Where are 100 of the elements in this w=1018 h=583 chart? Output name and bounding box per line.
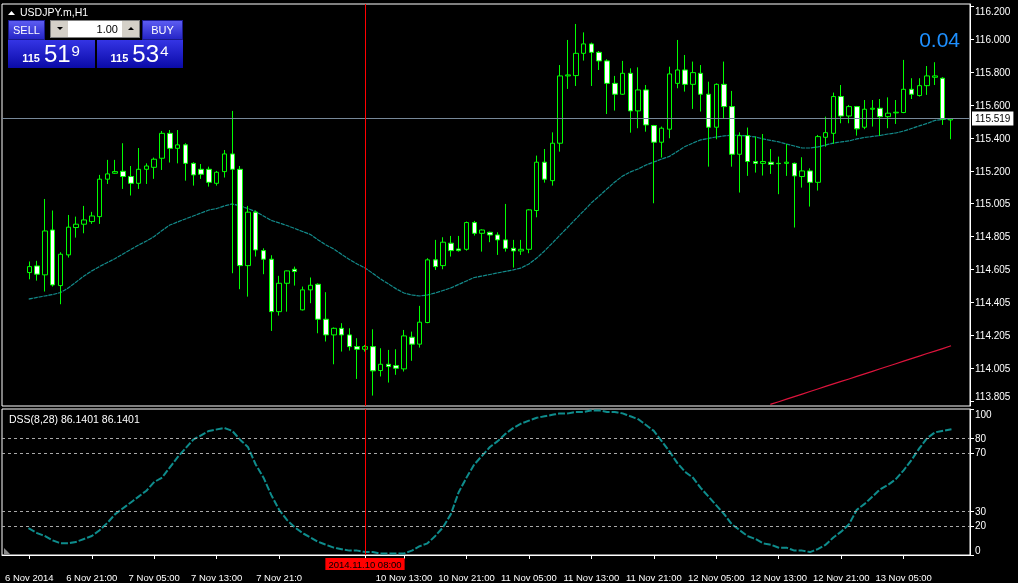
x-tick-label: 7 Nov 13:00: [191, 571, 243, 583]
x-tick-label: 7 Nov 21:0: [256, 571, 303, 583]
y-tick-label: 114.605: [975, 263, 1011, 275]
candlestick: [144, 162, 149, 185]
candlestick: [34, 260, 40, 282]
candlestick: [714, 82, 719, 140]
candlestick: [815, 134, 821, 192]
candlestick: [472, 220, 477, 237]
y-tick-label: 20: [975, 520, 987, 532]
candlestick: [315, 282, 321, 334]
candlestick: [128, 165, 134, 197]
candlestick: [42, 198, 48, 293]
candlestick: [284, 270, 290, 313]
candlestick: [807, 167, 813, 208]
candlestick: [565, 39, 571, 90]
annotation: 1.00: [96, 23, 118, 35]
candlestick: [464, 221, 469, 252]
candlestick: [667, 66, 672, 139]
x-tick-label: 6 Nov 21:00: [66, 571, 118, 583]
sell-button: SELL: [8, 20, 45, 40]
candlestick: [909, 77, 914, 100]
candlestick: [136, 147, 141, 190]
candlestick: [308, 277, 313, 304]
candlestick: [440, 236, 446, 270]
candlestick: [191, 161, 196, 187]
y-tick-label: 115.400: [975, 132, 1011, 144]
candlestick: [253, 210, 258, 258]
y-tick-label: 114.005: [975, 362, 1011, 374]
x-tick-label: 11 Nov 13:00: [563, 571, 620, 583]
candlestick: [269, 254, 274, 332]
chart-title: USDJPY.m,H1: [20, 5, 89, 18]
candlestick: [66, 214, 71, 259]
y-tick-label: 30: [975, 505, 987, 517]
y-tick-label: 114.405: [975, 296, 1011, 308]
candlestick: [682, 54, 688, 93]
x-tick-label: 13 Nov 05:00: [875, 571, 932, 583]
candlestick: [870, 99, 875, 128]
buy-button: BUY: [142, 20, 183, 40]
candlestick: [932, 61, 938, 86]
candlestick: [97, 174, 102, 225]
candlestick: [877, 98, 883, 137]
candlestick: [81, 205, 87, 234]
x-tick-label: 2014.11.10 08:00: [328, 558, 402, 570]
candlestick: [354, 337, 360, 380]
candlestick: [776, 156, 781, 195]
candlestick: [245, 205, 251, 298]
candlestick: [323, 291, 329, 342]
candlestick: [589, 42, 594, 87]
candlestick: [823, 116, 828, 148]
candlestick: [386, 349, 391, 384]
candlestick: [378, 347, 383, 377]
candlestick: [760, 133, 766, 177]
candlestick: [151, 157, 157, 180]
y-tick-label: 116.200: [975, 5, 1011, 17]
candlestick: [214, 170, 219, 187]
y-tick-label: 113.805: [975, 390, 1011, 402]
y-tick-label: 80: [975, 432, 987, 444]
candlestick: [854, 105, 860, 137]
candlestick: [448, 235, 454, 258]
candlestick: [940, 76, 945, 126]
y-tick-label: 70: [975, 447, 987, 459]
candlestick: [620, 60, 625, 96]
candlestick: [753, 136, 758, 174]
annotation: 115 53⁴: [110, 40, 170, 67]
candlestick: [643, 84, 649, 133]
x-tick-label: 12 Nov 13:00: [750, 571, 807, 583]
bid-price-box: 115 51⁹: [8, 40, 95, 68]
annotation: SELL: [13, 24, 40, 36]
candlestick: [167, 129, 173, 164]
candlestick: [526, 208, 532, 254]
candlestick: [534, 155, 539, 218]
y-tick-label: 114.805: [975, 230, 1011, 242]
y-tick-label: 115.600: [975, 99, 1011, 111]
candlestick: [628, 67, 633, 134]
candlestick: [230, 110, 235, 274]
candlestick: [612, 75, 618, 112]
candlestick: [300, 286, 305, 311]
x-tick-label: 11 Nov 05:00: [501, 571, 557, 583]
candlestick: [425, 257, 430, 324]
candlestick: [784, 143, 789, 177]
candlestick: [690, 61, 696, 110]
candlestick: [495, 231, 500, 256]
candlestick: [573, 23, 579, 87]
chart-title: DSS(8,28) 86.1401 86.1401: [9, 412, 140, 425]
candlestick: [89, 211, 95, 225]
y-tick-label: 116.000: [975, 33, 1011, 45]
candlestick: [409, 331, 415, 362]
candlestick: [885, 96, 891, 129]
lot-size-field: 1.00: [50, 20, 140, 38]
candlestick: [50, 210, 55, 288]
candlestick: [924, 65, 930, 96]
candlestick: [831, 92, 836, 145]
x-tick-label: 10 Nov 21:00: [438, 571, 495, 583]
candlestick: [706, 81, 711, 168]
candlestick: [542, 148, 547, 184]
candlestick: [768, 148, 774, 175]
candlestick: [893, 99, 899, 125]
candlestick: [557, 64, 563, 153]
candlestick: [917, 77, 922, 98]
candlestick: [651, 124, 657, 204]
